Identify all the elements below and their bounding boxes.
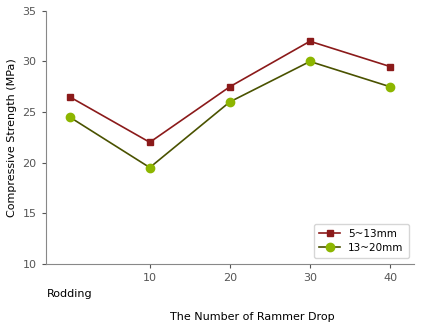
5~13mm: [307, 39, 312, 43]
Line: 5~13mm: 5~13mm: [66, 38, 394, 146]
Line: 13~20mm: 13~20mm: [66, 57, 394, 172]
5~13mm: [147, 140, 152, 144]
Text: Rodding: Rodding: [47, 289, 93, 299]
13~20mm: [307, 59, 312, 63]
13~20mm: [227, 100, 232, 104]
Text: The Number of Rammer Drop: The Number of Rammer Drop: [170, 312, 335, 322]
13~20mm: [67, 115, 72, 119]
5~13mm: [67, 95, 72, 99]
13~20mm: [387, 85, 392, 89]
5~13mm: [227, 85, 232, 89]
Y-axis label: Compressive Strength (MPa): Compressive Strength (MPa): [7, 58, 17, 217]
Legend: 5~13mm, 13~20mm: 5~13mm, 13~20mm: [314, 224, 409, 258]
13~20mm: [147, 166, 152, 170]
5~13mm: [387, 65, 392, 69]
